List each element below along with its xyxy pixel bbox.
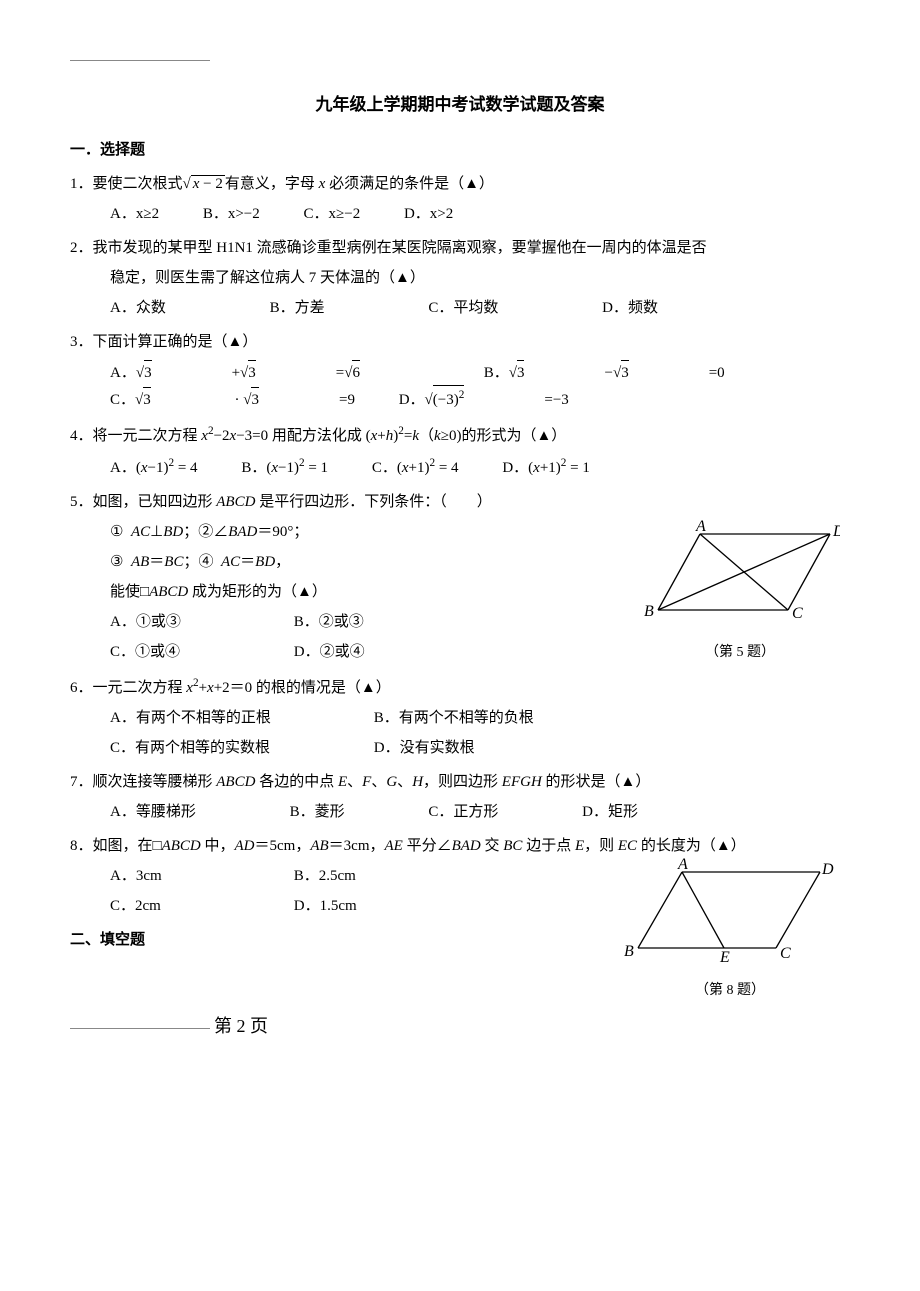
q1-opt-a: A．x≥2 <box>110 202 159 226</box>
q8-caption: （第 8 题） <box>620 980 840 1002</box>
q3-opt-c: C．√3 · √3=9 <box>110 387 355 412</box>
q6-opt-d: D．没有实数根 <box>374 736 634 760</box>
svg-text:B: B <box>644 603 654 620</box>
q4-opt-d: D．(x+1)2 = 1 <box>502 454 590 480</box>
q7-opt-a: A．等腰梯形 <box>110 800 196 824</box>
svg-text:A: A <box>695 520 706 535</box>
q2-line2: 稳定，则医生需了解这位病人 7 天体温的（▲） <box>110 266 850 290</box>
q3-opt-b: B．√3−√3=0 <box>484 360 725 385</box>
question-7: 7．顺次连接等腰梯形 ABCD 各边的中点 E、F、G、H，则四边形 EFGH … <box>70 770 850 824</box>
q7-options: A．等腰梯形 B．菱形 C．正方形 D．矩形 <box>110 800 850 824</box>
question-6: 6．一元二次方程 x2+x+2＝0 的根的情况是（▲） A．有两个不相等的正根 … <box>70 674 850 760</box>
question-2: 2．我市发现的某甲型 H1N1 流感确诊重型病例在某医院隔离观察，要掌握他在一周… <box>70 236 850 320</box>
q8-stem: 8．如图，在□ABCD 中，AD＝5cm，AB＝3cm，AE 平分∠BAD 交 … <box>70 834 850 858</box>
q6-stem: 6．一元二次方程 x2+x+2＝0 的根的情况是（▲） <box>70 674 850 700</box>
svg-text:A: A <box>677 858 688 873</box>
q7-opt-c: C．正方形 <box>428 800 498 824</box>
q1-stem: 1．要使二次根式√x − 2有意义，字母 x 必须满足的条件是（▲） <box>70 172 850 196</box>
q8-opt-c: C．2cm <box>110 894 250 918</box>
q8-opt-a: A．3cm <box>110 864 250 888</box>
q6-opt-a: A．有两个不相等的正根 <box>110 706 370 730</box>
question-5: A D B C （第 5 题） 5．如图，已知四边形 ABCD 是平行四边形．下列条件… <box>70 490 850 664</box>
parallelogram-abecd-icon: A D B C E <box>620 858 840 968</box>
q5-opt-b: B．②或③ <box>294 610 364 634</box>
q6-options: A．有两个不相等的正根 B．有两个不相等的负根 C．有两个相等的实数根 D．没有… <box>110 706 850 760</box>
q2-opt-b: B．方差 <box>270 296 325 320</box>
q2-opt-a: A．众数 <box>110 296 166 320</box>
q5-caption: （第 5 题） <box>640 642 840 664</box>
q2-opt-d: D．频数 <box>602 296 658 320</box>
svg-text:C: C <box>780 945 791 962</box>
question-8: ADBCE （第 8 题） 8．如图，在□ABCD 中，AD＝5cm，AB＝3c… <box>70 834 850 918</box>
section-1-header: 一．选择题 <box>70 138 850 162</box>
page-number: 第 2 页 <box>214 1016 268 1036</box>
q1-options: A．x≥2 B．x>−2 C．x≥−2 D．x>2 <box>110 202 850 226</box>
q6-opt-c: C．有两个相等的实数根 <box>110 736 370 760</box>
q3-opt-a: A．√3+√3=√6 <box>110 360 440 385</box>
q2-options: A．众数 B．方差 C．平均数 D．频数 <box>110 296 850 320</box>
q1-opt-d: D．x>2 <box>404 202 453 226</box>
svg-text:C: C <box>792 605 803 622</box>
q1-opt-b: B．x>−2 <box>203 202 260 226</box>
q5-stem: 5．如图，已知四边形 ABCD 是平行四边形．下列条件：（ ） <box>70 490 850 514</box>
question-3: 3．下面计算正确的是（▲） A．√3+√3=√6 B．√3−√3=0 C．√3 … <box>70 330 850 412</box>
svg-text:D: D <box>821 861 834 878</box>
q7-opt-b: B．菱形 <box>290 800 345 824</box>
q3-stem: 3．下面计算正确的是（▲） <box>70 330 850 354</box>
q4-opt-c: C．(x+1)2 = 4 <box>372 454 459 480</box>
q5-opt-c: C．①或④ <box>110 640 250 664</box>
svg-text:E: E <box>719 949 730 966</box>
q4-options: A．(x−1)2 = 4 B．(x−1)2 = 1 C．(x+1)2 = 4 D… <box>110 454 850 480</box>
q2-line1: 2．我市发现的某甲型 H1N1 流感确诊重型病例在某医院隔离观察，要掌握他在一周… <box>70 236 850 260</box>
top-rule <box>70 60 210 61</box>
question-4: 4．将一元二次方程 x2−2x−3=0 用配方法化成 (x+h)2=k（k≥0)… <box>70 422 850 480</box>
svg-text:B: B <box>624 943 634 960</box>
q4-opt-b: B．(x−1)2 = 1 <box>241 454 328 480</box>
question-1: 1．要使二次根式√x − 2有意义，字母 x 必须满足的条件是（▲） A．x≥2… <box>70 172 850 226</box>
page-footer: 第 2 页 <box>70 1012 850 1041</box>
q7-stem: 7．顺次连接等腰梯形 ABCD 各边的中点 E、F、G、H，则四边形 EFGH … <box>70 770 850 794</box>
q2-opt-c: C．平均数 <box>428 296 498 320</box>
page-title: 九年级上学期期中考试数学试题及答案 <box>70 91 850 118</box>
q8-figure: A D B C E （第 8 题） <box>620 858 840 1002</box>
q3-options: A．√3+√3=√6 B．√3−√3=0 C．√3 · √3=9 D．√(−3)… <box>110 360 850 412</box>
q8-opt-b: B．2.5cm <box>294 864 356 888</box>
parallelogram-abcd-icon: A D B C <box>640 520 840 630</box>
q8-opt-d: D．1.5cm <box>294 894 357 918</box>
q1-opt-c: C．x≥−2 <box>304 202 361 226</box>
q5-opt-d: D．②或④ <box>294 640 365 664</box>
q5-figure: A D B C （第 5 题） <box>640 520 840 664</box>
svg-text:D: D <box>832 523 840 540</box>
q5-opt-a: A．①或③ <box>110 610 250 634</box>
q3-opt-d: D．√(−3)2=−3 <box>399 385 569 412</box>
q7-opt-d: D．矩形 <box>582 800 638 824</box>
q4-opt-a: A．(x−1)2 = 4 <box>110 454 198 480</box>
q4-stem: 4．将一元二次方程 x2−2x−3=0 用配方法化成 (x+h)2=k（k≥0)… <box>70 422 850 448</box>
q6-opt-b: B．有两个不相等的负根 <box>374 706 634 730</box>
